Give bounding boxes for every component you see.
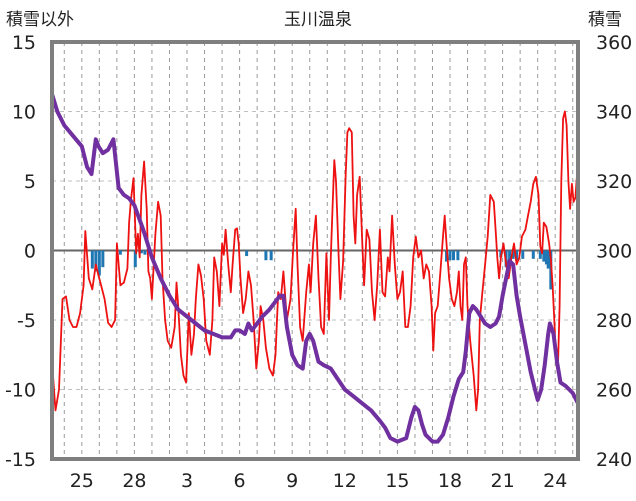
precip-bar	[90, 250, 94, 269]
precip-bar	[143, 250, 147, 255]
precip-bar	[94, 250, 98, 272]
left-tick-label: 5	[24, 171, 36, 193]
x-tick-label: 15	[385, 470, 409, 492]
precip-bar	[101, 250, 105, 268]
right-tick-label: 280	[596, 310, 632, 332]
precip-bar	[269, 250, 273, 261]
precip-bar	[139, 250, 143, 254]
chart-title: 玉川温泉	[284, 10, 352, 30]
right-tick-label: 320	[596, 171, 632, 193]
precip-bar	[538, 250, 542, 259]
series-lines	[52, 92, 578, 444]
precip-bar	[118, 250, 122, 255]
left-tick-label: 0	[24, 241, 36, 263]
precip-bar	[546, 250, 550, 269]
left-axis-label: 積雪以外	[6, 10, 74, 30]
x-tick-label: 25	[70, 470, 94, 492]
x-tick-labels: 25 28 3 6 9 12 15 18 21 24	[70, 470, 568, 492]
x-tick-label: 28	[122, 470, 146, 492]
x-tick-label: 18	[438, 470, 462, 492]
snow-depth-line	[52, 92, 578, 444]
plot-frame	[50, 40, 580, 461]
precip-bar	[133, 250, 137, 268]
right-tick-label: 360	[596, 32, 632, 54]
left-tick-labels: 15 10 5 0 -5 -10 -15	[5, 32, 36, 471]
precip-bar	[452, 250, 456, 261]
left-tick-label: 10	[12, 102, 36, 124]
left-tick-label: 15	[12, 32, 36, 54]
precip-bar	[445, 250, 448, 262]
x-tick-label: 6	[234, 470, 246, 492]
x-tick-label: 9	[286, 470, 298, 492]
right-tick-label: 300	[596, 241, 632, 263]
precip-bar	[542, 250, 546, 262]
x-tick-label: 24	[543, 470, 567, 492]
x-tick-label: 3	[181, 470, 193, 492]
right-tick-labels: 360 340 320 300 280 260 240	[596, 32, 632, 471]
precip-bar	[544, 250, 548, 265]
precip-bar	[531, 250, 535, 259]
temperature-line	[52, 110, 578, 412]
precip-bar	[97, 250, 101, 276]
precip-bar	[508, 250, 512, 262]
right-tick-label: 260	[596, 380, 632, 402]
precip-bar	[264, 250, 268, 261]
x-tick-label: 21	[491, 470, 515, 492]
precip-bar	[456, 250, 460, 261]
precip-bar	[448, 250, 452, 261]
x-tick-label: 12	[333, 470, 357, 492]
precip-bar	[245, 250, 249, 257]
right-tick-label: 240	[596, 449, 632, 471]
left-tick-label: -10	[5, 380, 36, 402]
right-tick-label: 340	[596, 102, 632, 124]
precip-bar	[521, 250, 525, 259]
precip-bar	[515, 250, 519, 261]
left-tick-label: -15	[5, 449, 36, 471]
right-axis-label: 積雪	[588, 10, 622, 30]
precip-bar	[511, 250, 515, 259]
left-tick-label: -5	[17, 310, 36, 332]
